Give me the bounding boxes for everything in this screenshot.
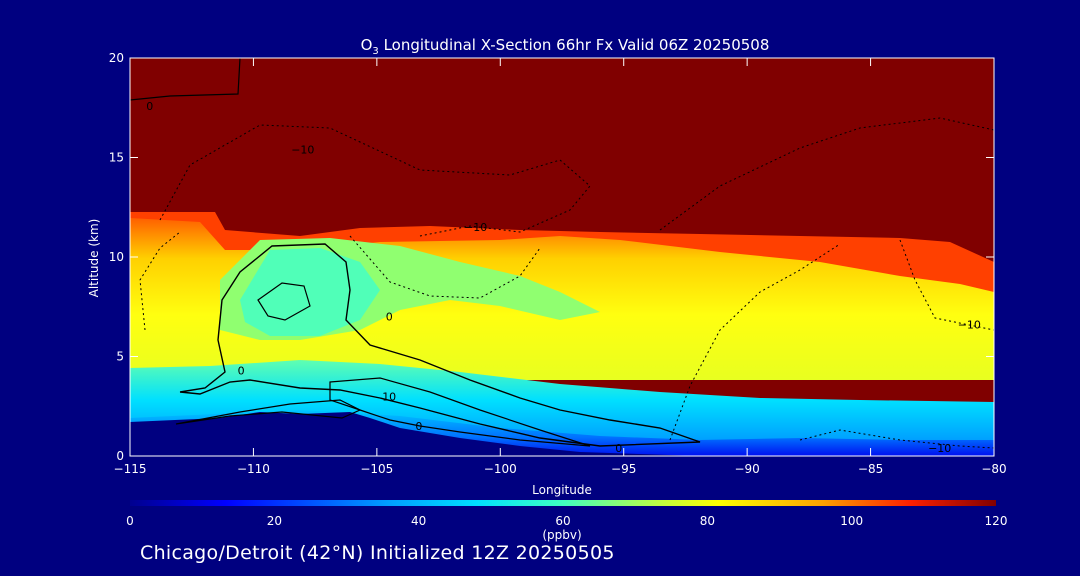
contour-zero-plume — [179, 243, 701, 447]
colorbar-tick-label: 40 — [411, 514, 426, 528]
x-tick-label: −90 — [734, 462, 759, 476]
y-tick-label: 15 — [109, 151, 124, 165]
colorbar — [130, 500, 996, 506]
colorbar-tick-label: 100 — [840, 514, 863, 528]
colorbar-tick-label: 60 — [555, 514, 570, 528]
contour-label: 10 — [382, 390, 396, 403]
x-axis: −115 −110 −105 −100 −95 −90 −85 −80 — [114, 58, 1007, 476]
contour-zero-upper-left — [130, 58, 241, 101]
x-axis-label: Longitude — [532, 483, 592, 497]
ozone-field — [130, 58, 994, 456]
colorbar-tick-label: 0 — [126, 514, 134, 528]
contour-labels: 0 −10 −10 0 0 10 0 0 −10 −10 — [146, 100, 981, 455]
contour-label: 0 — [238, 364, 245, 377]
contour-lines — [130, 58, 994, 449]
contour-zero-low — [329, 377, 591, 447]
contour-label: −10 — [291, 144, 314, 157]
contour-label: −10 — [928, 442, 951, 455]
x-tick-label: −80 — [981, 462, 1006, 476]
contour-label: 0 — [386, 311, 393, 324]
x-tick-label: −115 — [114, 462, 147, 476]
contour-label: 0 — [615, 442, 622, 455]
y-tick-label: 0 — [116, 449, 124, 463]
contour-neg10-plume — [349, 235, 541, 299]
colorbar-tick-label: 120 — [985, 514, 1008, 528]
y-axis-label: Altitude (km) — [87, 219, 101, 298]
contour-zero-pocket — [257, 282, 311, 321]
colorbar-unit: (ppbv) — [542, 528, 581, 542]
footer-caption: Chicago/Detroit (42°N) Initialized 12Z 2… — [140, 542, 615, 564]
x-tick-label: −105 — [360, 462, 393, 476]
chart-title: O3 Longitudinal X-Section 66hr Fx Valid … — [361, 36, 770, 57]
ozone-plume-core — [240, 248, 380, 336]
contour-label: 0 — [146, 100, 153, 113]
contour-neg10-east — [899, 239, 994, 331]
colorbar-ticks: 0 20 40 60 80 100 120 — [126, 514, 1007, 528]
x-tick-label: −85 — [858, 462, 883, 476]
y-tick-label: 5 — [116, 350, 124, 364]
contour-neg10-lower-left — [139, 231, 181, 331]
contour-label: 0 — [415, 420, 422, 433]
x-tick-label: −100 — [484, 462, 517, 476]
x-tick-label: −110 — [237, 462, 270, 476]
contour-neg10-right — [659, 117, 994, 231]
colorbar-tick-label: 80 — [700, 514, 715, 528]
y-tick-label: 20 — [109, 51, 124, 65]
colorbar-tick-label: 20 — [267, 514, 282, 528]
x-tick-label: −95 — [611, 462, 636, 476]
terrain-mask — [130, 412, 700, 456]
contour-label: −10 — [464, 221, 487, 234]
y-axis: 0 5 10 15 20 — [109, 51, 994, 463]
y-tick-label: 10 — [109, 250, 124, 264]
contour-label: −10 — [958, 319, 981, 332]
